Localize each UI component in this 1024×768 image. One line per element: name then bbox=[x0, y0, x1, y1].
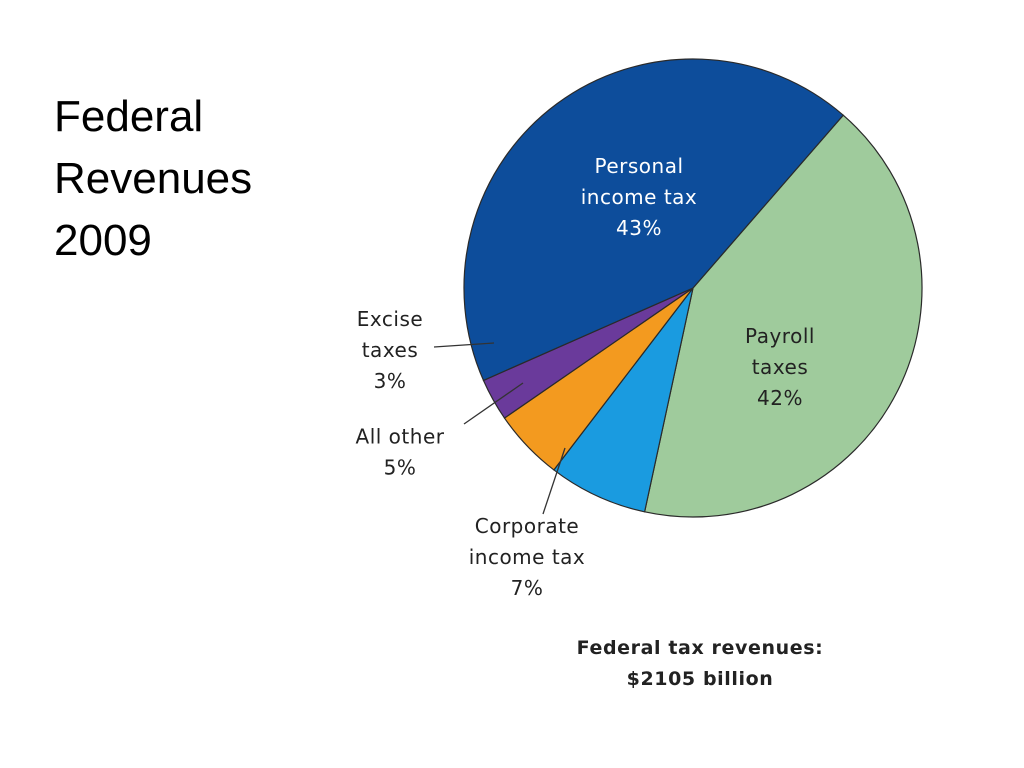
pie-slice-personal-income-tax bbox=[463, 58, 845, 382]
slice-label-line-corporate-income-tax: income tax bbox=[469, 545, 586, 569]
slide-title-line-2: Revenues bbox=[54, 154, 253, 203]
slice-label-line-excise-taxes: taxes bbox=[362, 338, 419, 362]
slide-title-line-1: Federal bbox=[54, 92, 204, 141]
slice-label-corporate-income-tax: Corporate income tax 7% bbox=[469, 514, 586, 600]
pie-slice-payroll-taxes bbox=[643, 114, 923, 518]
slice-value-corporate-income-tax: 7% bbox=[511, 576, 544, 600]
chart-footer-line-1: Federal tax revenues: bbox=[576, 637, 824, 659]
slice-value-payroll-taxes: 42% bbox=[757, 386, 803, 410]
leader-line-all-other bbox=[463, 382, 524, 425]
slice-value-all-other: 5% bbox=[384, 456, 417, 480]
slice-label-payroll-taxes: Payroll taxes 42% bbox=[745, 324, 815, 410]
slice-label-line-all-other: All other bbox=[356, 425, 445, 449]
slice-label-personal-income-tax: Personal income tax 43% bbox=[581, 154, 698, 240]
slice-label-all-other: All other 5% bbox=[356, 425, 445, 480]
slice-label-line-personal-income-tax: Personal bbox=[594, 154, 683, 178]
slide-title: Federal Revenues 2009 bbox=[54, 86, 314, 272]
slide-title-line-3: 2009 bbox=[54, 216, 152, 265]
slice-label-line-payroll-taxes: taxes bbox=[752, 355, 809, 379]
slice-label-excise-taxes: Excise taxes 3% bbox=[357, 307, 423, 393]
leader-line-corporate-income-tax bbox=[542, 447, 566, 515]
chart-footer: Federal tax revenues: $2105 billion bbox=[520, 633, 880, 695]
slice-label-line-personal-income-tax: income tax bbox=[581, 185, 698, 209]
slice-label-line-payroll-taxes: Payroll bbox=[745, 324, 815, 348]
chart-footer-line-2: $2105 billion bbox=[626, 668, 774, 690]
slice-value-personal-income-tax: 43% bbox=[616, 216, 662, 240]
slice-value-excise-taxes: 3% bbox=[374, 369, 407, 393]
slice-label-line-corporate-income-tax: Corporate bbox=[475, 514, 579, 538]
slice-label-line-excise-taxes: Excise bbox=[357, 307, 423, 331]
leader-line-excise-taxes bbox=[433, 342, 495, 348]
